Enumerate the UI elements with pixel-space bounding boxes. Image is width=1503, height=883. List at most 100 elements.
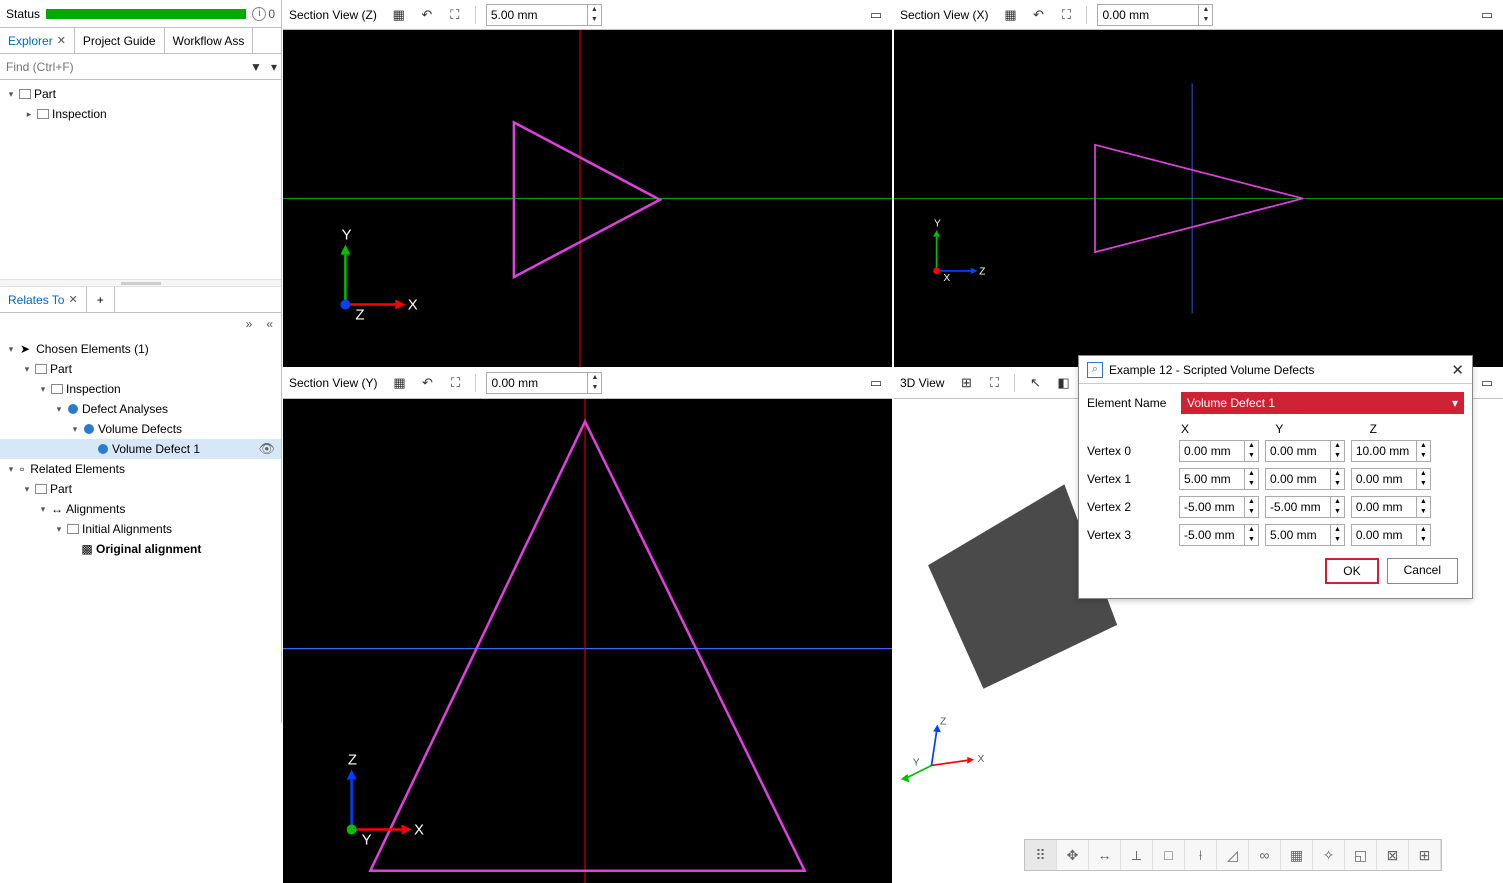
reset-icon[interactable]: ↶ (417, 373, 437, 393)
tb-angle-icon[interactable]: ◿ (1217, 840, 1249, 870)
reset-icon[interactable]: ↶ (417, 5, 437, 25)
chevron-down-icon[interactable]: » (246, 317, 253, 331)
related-part[interactable]: ▾ Part (0, 479, 281, 499)
fit-icon[interactable]: ⛶ (984, 373, 1004, 393)
chevron-up-icon[interactable]: « (266, 317, 273, 331)
tb-grid2-icon[interactable]: ▦ (1281, 840, 1313, 870)
vertex-x-input[interactable]: ▲▼ (1179, 468, 1259, 490)
tab-explorer[interactable]: Explorer ✕ (0, 28, 75, 53)
vertex-z-input[interactable]: ▲▼ (1351, 496, 1431, 518)
vertex-y-input[interactable]: ▲▼ (1265, 468, 1345, 490)
tb-box-icon[interactable]: □ (1153, 840, 1185, 870)
dialog-titlebar[interactable]: ⌕ Example 12 - Scripted Volume Defects ✕ (1079, 356, 1472, 384)
section-y-value[interactable]: ▲▼ (486, 372, 602, 394)
section-x-value[interactable]: ▲▼ (1097, 4, 1213, 26)
vertex-z-input[interactable]: ▲▼ (1351, 468, 1431, 490)
visibility-icon[interactable]: 👁 (258, 441, 275, 457)
vertex-row: Vertex 3▲▼▲▼▲▼ (1087, 524, 1464, 546)
expand-icon[interactable]: ▾ (6, 89, 16, 100)
grid-icon[interactable]: ▦ (389, 5, 409, 25)
maximize-icon[interactable]: ▭ (866, 373, 886, 393)
close-icon[interactable]: ✕ (68, 293, 77, 306)
related-initial[interactable]: ▾ Initial Alignments (0, 519, 281, 539)
tb-axis-icon[interactable]: ⟂ (1121, 840, 1153, 870)
maximize-icon[interactable]: ▭ (1477, 5, 1497, 25)
tb-move-icon[interactable]: ↔ (1089, 840, 1121, 870)
vertex-z-input[interactable]: ▲▼ (1351, 440, 1431, 462)
vertex-y-input[interactable]: ▲▼ (1265, 496, 1345, 518)
vertex-row: Vertex 2 ▲▼ ▲▼ ▲▼ (1087, 496, 1464, 518)
vp-title: Section View (Y) (289, 376, 377, 390)
filter-icon[interactable]: ▼ (245, 60, 267, 74)
viewport-z: Section View (Z) ▦ ↶ ⛶ ▲▼ ▭ X Y (283, 0, 892, 367)
tab-project-guide[interactable]: Project Guide (75, 28, 165, 53)
tb-clear-icon[interactable]: ⊠ (1377, 840, 1409, 870)
tb-grid-icon[interactable]: ⠿ (1025, 840, 1057, 870)
tb-target-icon[interactable]: ✧ (1313, 840, 1345, 870)
grid-icon[interactable]: ▦ (389, 373, 409, 393)
related-header[interactable]: ▾▫ Related Elements (0, 459, 281, 479)
tab-relates-to[interactable]: Relates To ✕ (0, 287, 87, 312)
related-original[interactable]: ▩ Original alignment (0, 539, 281, 559)
fit-icon[interactable]: ⛶ (445, 5, 465, 25)
tree-inspection[interactable]: ▸ Inspection (0, 104, 281, 124)
element-name-combo[interactable]: Volume Defect 1 ▾ (1181, 392, 1464, 414)
left-panel: Status i 0 Explorer ✕ Project Guide Work… (0, 0, 282, 723)
canvas-z[interactable]: X Y Z (283, 30, 892, 367)
search-input[interactable] (0, 56, 245, 78)
svg-text:Y: Y (934, 219, 941, 230)
vertex-x-input[interactable]: ▲▼ (1179, 496, 1259, 518)
tb-measure-icon[interactable]: ⟊ (1185, 840, 1217, 870)
splitter[interactable] (0, 279, 281, 287)
spin-down-icon[interactable]: ▼ (588, 15, 601, 25)
close-icon[interactable]: ✕ (57, 34, 66, 47)
tb-crop-icon[interactable]: ◱ (1345, 840, 1377, 870)
fit-icon[interactable]: ⛶ (1056, 5, 1076, 25)
tb-add-icon[interactable]: ✥ (1057, 840, 1089, 870)
vertex-x-input[interactable]: ▲▼ (1179, 440, 1259, 462)
maximize-icon[interactable]: ▭ (866, 5, 886, 25)
filter-dropdown-icon[interactable]: ▾ (267, 60, 281, 74)
section-z-value[interactable]: ▲▼ (486, 4, 602, 26)
tb-link-icon[interactable]: ∞ (1249, 840, 1281, 870)
chosen-part[interactable]: ▾ Part (0, 359, 281, 379)
reset-icon[interactable]: ↶ (1028, 5, 1048, 25)
vertex-y-input[interactable]: ▲▼ (1265, 524, 1345, 546)
layout-icon[interactable]: ⊞ (956, 373, 976, 393)
fit-icon[interactable]: ⛶ (445, 373, 465, 393)
vertex-row: Vertex 0▲▼▲▼▲▼ (1087, 440, 1464, 462)
vertex-y-input[interactable]: ▲▼ (1265, 440, 1345, 462)
grid-icon[interactable]: ▦ (1000, 5, 1020, 25)
mirror-icon[interactable]: ◧ (1053, 373, 1073, 393)
section-y-input[interactable] (487, 374, 587, 392)
tree-part[interactable]: ▾ Part (0, 84, 281, 104)
add-tab-button[interactable]: + (87, 287, 115, 312)
section-x-input[interactable] (1098, 6, 1198, 24)
cancel-button[interactable]: Cancel (1387, 558, 1458, 584)
tab-workflow[interactable]: Workflow Ass (165, 28, 254, 53)
chosen-defect1[interactable]: Volume Defect 1 👁 (0, 439, 281, 459)
vertex-label: Vertex 2 (1087, 500, 1173, 514)
maximize-icon[interactable]: ▭ (1477, 373, 1497, 393)
spin-up-icon[interactable]: ▲ (588, 5, 601, 15)
chosen-volume-defects[interactable]: ▾ Volume Defects (0, 419, 281, 439)
vertex-z-input[interactable]: ▲▼ (1351, 524, 1431, 546)
chosen-header[interactable]: ▾➤ Chosen Elements (1) (0, 339, 281, 359)
vp-title: 3D View (900, 376, 944, 390)
vp-title: Section View (Z) (289, 8, 377, 22)
status-label: Status (6, 7, 40, 21)
bottom-toolbar: ⠿ ✥ ↔ ⟂ □ ⟊ ◿ ∞ ▦ ✧ ◱ ⊠ ⊞ (1024, 839, 1442, 871)
related-alignments[interactable]: ▾↔ Alignments (0, 499, 281, 519)
section-z-input[interactable] (487, 6, 587, 24)
vertex-x-input[interactable]: ▲▼ (1179, 524, 1259, 546)
expand-icon[interactable]: ▸ (24, 109, 34, 120)
cursor-icon[interactable]: ↖ (1025, 373, 1045, 393)
tb-tiles-icon[interactable]: ⊞ (1409, 840, 1441, 870)
chosen-inspection[interactable]: ▾ Inspection (0, 379, 281, 399)
info-badge[interactable]: i 0 (252, 7, 275, 21)
chosen-analyses[interactable]: ▾ Defect Analyses (0, 399, 281, 419)
canvas-y[interactable]: X Z Y (283, 399, 892, 883)
ok-button[interactable]: OK (1325, 558, 1378, 584)
canvas-x[interactable]: Z Y X (894, 30, 1503, 367)
close-icon[interactable]: ✕ (1451, 361, 1464, 379)
